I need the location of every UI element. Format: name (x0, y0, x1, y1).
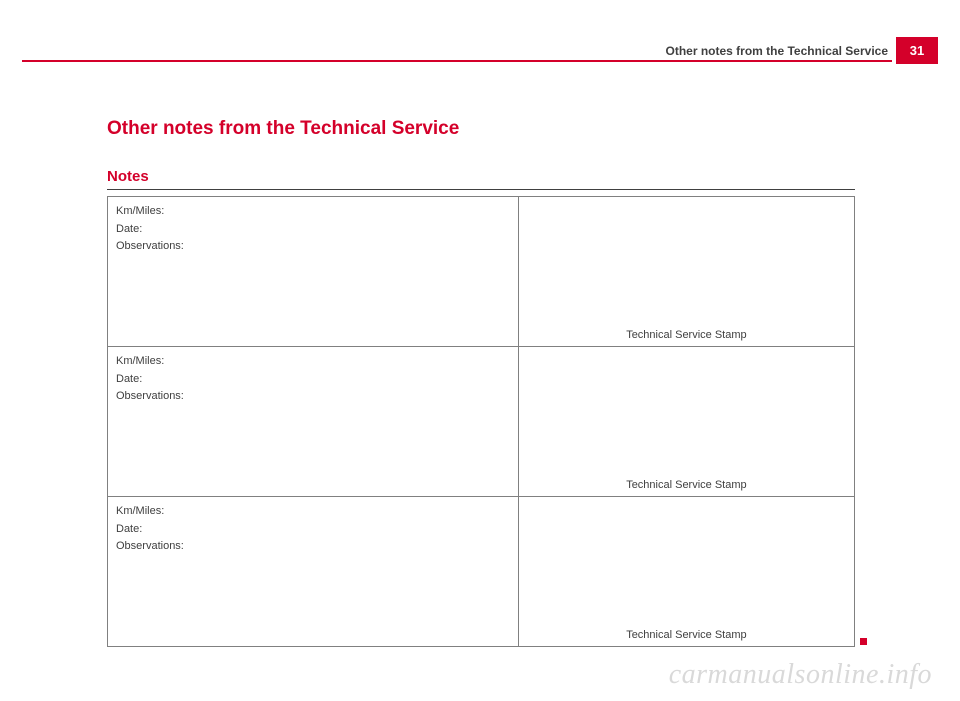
table-row: Km/Miles: Date: Observations: Technical … (108, 497, 855, 647)
stamp-cell: Technical Service Stamp (518, 197, 854, 347)
km-miles-label: Km/Miles: (116, 203, 510, 221)
stamp-cell: Technical Service Stamp (518, 497, 854, 647)
watermark-text: carmanualsonline.info (669, 659, 932, 691)
stamp-cell: Technical Service Stamp (518, 347, 854, 497)
notes-table-wrap: Km/Miles: Date: Observations: Technical … (107, 196, 855, 647)
section-end-marker-icon (860, 638, 867, 645)
header-running-title: Other notes from the Technical Service (665, 44, 888, 58)
stamp-label: Technical Service Stamp (519, 629, 854, 641)
page-number-badge: 31 (896, 37, 938, 64)
km-miles-label: Km/Miles: (116, 503, 510, 521)
main-title: Other notes from the Technical Service (107, 118, 855, 140)
table-row: Km/Miles: Date: Observations: Technical … (108, 197, 855, 347)
stamp-label: Technical Service Stamp (519, 479, 854, 491)
observations-label: Observations: (116, 238, 510, 256)
notes-table: Km/Miles: Date: Observations: Technical … (107, 196, 855, 647)
observations-label: Observations: (116, 388, 510, 406)
date-label: Date: (116, 221, 510, 239)
entry-fields-cell: Km/Miles: Date: Observations: (108, 197, 519, 347)
header-rule (22, 60, 892, 62)
km-miles-label: Km/Miles: (116, 353, 510, 371)
stamp-label: Technical Service Stamp (519, 329, 854, 341)
section-title: Notes (107, 168, 855, 190)
date-label: Date: (116, 521, 510, 539)
table-row: Km/Miles: Date: Observations: Technical … (108, 347, 855, 497)
entry-fields-cell: Km/Miles: Date: Observations: (108, 347, 519, 497)
observations-label: Observations: (116, 538, 510, 556)
date-label: Date: (116, 371, 510, 389)
entry-fields-cell: Km/Miles: Date: Observations: (108, 497, 519, 647)
content-area: Other notes from the Technical Service N… (107, 118, 855, 647)
